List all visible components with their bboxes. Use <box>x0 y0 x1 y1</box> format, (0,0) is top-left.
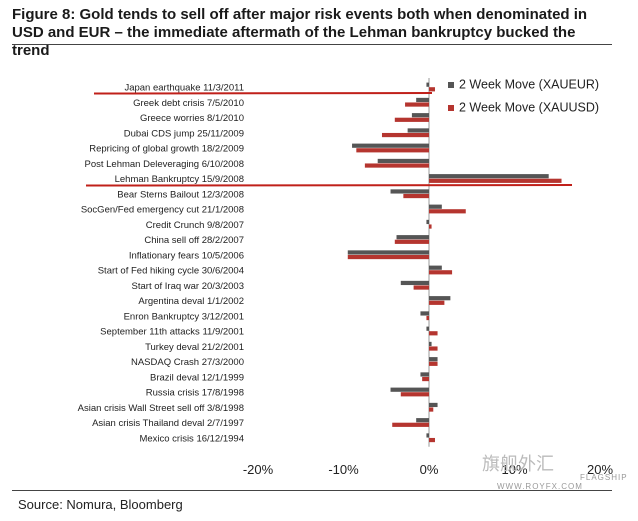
bar-xauusd <box>429 437 435 443</box>
bar-xauusd <box>429 331 438 336</box>
legend-label: 2 Week Move (XAUEUR) <box>459 78 599 92</box>
bar-xaueur <box>426 326 429 331</box>
title-underline <box>12 44 612 45</box>
category-label: Post Lehman Deleveraging 6/10/2008 <box>84 159 244 170</box>
category-label: Japan earthquake 11/3/2011 <box>124 83 244 94</box>
category-label: Start of Fed hiking cycle 30/6/2004 <box>98 266 244 277</box>
x-tick-label: 20% <box>587 462 613 477</box>
bar-xaueur <box>429 357 438 362</box>
bar-xauusd <box>429 361 438 366</box>
category-label: Bear Sterns Bailout 12/3/2008 <box>117 189 244 200</box>
chart-title: Figure 8: Gold tends to sell off after m… <box>12 6 588 59</box>
bar-xaueur <box>429 341 432 347</box>
bar-xauusd <box>429 224 432 229</box>
source-note: Source: Nomura, Bloomberg <box>18 497 183 512</box>
category-label: Greek debt crisis 7/5/2010 <box>133 98 244 109</box>
bar-xauusd <box>403 193 429 199</box>
bar-xaueur <box>390 387 429 392</box>
bar-xaueur <box>416 97 429 103</box>
bar-xauusd <box>429 270 453 275</box>
category-label: Asian crisis Wall Street sell off 3/8/19… <box>78 403 244 414</box>
x-tick-label: -10% <box>328 462 359 477</box>
bar-xaueur <box>426 433 429 438</box>
category-label: Enron Bankruptcy 3/12/2001 <box>124 311 244 322</box>
x-tick-label: -20% <box>243 462 274 477</box>
bar-xaueur <box>429 402 438 408</box>
bar-xaueur <box>416 418 429 423</box>
watermark-tag: FLAGSHIP <box>580 473 628 482</box>
watermark-url: WWW.ROYFX.COM <box>497 482 583 491</box>
source-rule <box>12 490 612 491</box>
x-tick-labels: -20% -10% 0% 10% 20% <box>243 462 614 477</box>
category-label: Asian crisis Thailand deval 2/7/1997 <box>92 418 244 429</box>
legend-swatch <box>448 105 454 111</box>
bar-xaueur <box>420 372 429 377</box>
bar-xauusd <box>413 285 429 290</box>
bar-xauusd <box>429 178 562 183</box>
legend: 2 Week Move (XAUEUR) 2 Week Move (XAUUSD) <box>448 78 599 115</box>
watermark-logo-text: 旗舰外汇 <box>482 454 554 474</box>
category-label: Argentina deval 1/1/2002 <box>138 296 244 307</box>
legend-swatch <box>448 82 454 88</box>
bar-xaueur <box>429 265 442 270</box>
legend-label: 2 Week Move (XAUUSD) <box>459 101 599 115</box>
bar-xaueur <box>377 158 429 164</box>
category-label: Russia crisis 17/8/1998 <box>146 388 244 399</box>
category-label: Turkey deval 21/2/2001 <box>145 342 244 353</box>
chart-bars <box>347 82 562 443</box>
bar-xaueur <box>429 204 442 209</box>
bar-xauusd <box>364 163 429 168</box>
bar-xaueur <box>400 280 429 286</box>
category-label: Brazil deval 12/1/1999 <box>150 372 244 383</box>
x-tick-label: 0% <box>420 462 439 477</box>
category-label: NASDAQ Crash 27/3/2000 <box>131 357 244 368</box>
bar-xauusd <box>429 346 438 351</box>
bar-xauusd <box>422 376 429 382</box>
bar-xauusd <box>429 87 435 92</box>
bar-xaueur <box>426 219 429 225</box>
bar-xaueur <box>429 174 549 179</box>
category-label: Repricing of global growth 18/2/2009 <box>89 144 244 155</box>
bar-xauusd <box>394 117 429 122</box>
bar-xaueur <box>396 235 429 240</box>
highlight-line-bottom <box>85 184 573 187</box>
category-label: Mexico crisis 16/12/1994 <box>139 433 244 444</box>
bar-xauusd <box>356 148 429 153</box>
category-label: Greece worries 8/1/2010 <box>140 113 244 124</box>
bar-xauusd <box>392 422 429 427</box>
bar-xauusd <box>426 315 429 321</box>
category-label: Credit Crunch 9/8/2007 <box>146 220 244 231</box>
bar-xaueur <box>407 128 429 133</box>
category-label: Start of Iraq war 20/3/2003 <box>132 281 244 292</box>
category-labels: Japan earthquake 11/3/2011 Greek debt cri… <box>78 83 244 445</box>
bar-xauusd <box>347 254 429 260</box>
bar-xauusd <box>429 209 466 214</box>
bar-xaueur <box>352 143 429 148</box>
bar-xaueur <box>429 296 451 301</box>
bar-xaueur <box>411 113 429 118</box>
bar-xaueur <box>390 189 429 194</box>
highlight-annotation <box>85 92 573 187</box>
bar-xauusd <box>429 407 434 412</box>
highlight-line-top <box>93 92 433 95</box>
category-label: September 11th attacks 11/9/2001 <box>100 327 244 338</box>
bar-xauusd <box>394 239 429 244</box>
category-label: Dubai CDS jump 25/11/2009 <box>124 128 244 139</box>
bar-xauusd <box>400 392 429 397</box>
category-label: Inflationary fears 10/5/2006 <box>129 250 244 261</box>
category-label: China sell off 28/2/2007 <box>144 235 244 246</box>
x-tick-label: 10% <box>501 462 527 477</box>
bar-xauusd <box>405 102 429 107</box>
category-label: SocGen/Fed emergency cut 21/1/2008 <box>81 205 244 216</box>
bar-xauusd <box>381 132 429 138</box>
bar-xaueur <box>420 311 429 316</box>
bar-xaueur <box>426 82 429 87</box>
bar-xauusd <box>429 300 445 305</box>
bar-xaueur <box>347 250 429 255</box>
category-label: Lehman Bankruptcy 15/9/2008 <box>115 174 244 185</box>
